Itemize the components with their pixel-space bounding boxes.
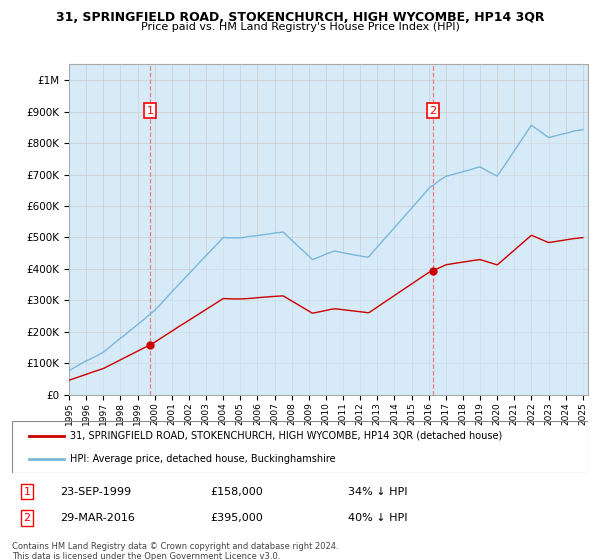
Text: Price paid vs. HM Land Registry's House Price Index (HPI): Price paid vs. HM Land Registry's House … bbox=[140, 22, 460, 32]
Text: 34% ↓ HPI: 34% ↓ HPI bbox=[348, 487, 407, 497]
Text: £395,000: £395,000 bbox=[210, 513, 263, 523]
Text: 29-MAR-2016: 29-MAR-2016 bbox=[60, 513, 135, 523]
Text: 2: 2 bbox=[430, 106, 437, 116]
Text: 1: 1 bbox=[23, 487, 31, 497]
Text: 40% ↓ HPI: 40% ↓ HPI bbox=[348, 513, 407, 523]
Text: 1: 1 bbox=[146, 106, 154, 116]
Text: 31, SPRINGFIELD ROAD, STOKENCHURCH, HIGH WYCOMBE, HP14 3QR (detached house): 31, SPRINGFIELD ROAD, STOKENCHURCH, HIGH… bbox=[70, 431, 502, 441]
Text: £158,000: £158,000 bbox=[210, 487, 263, 497]
Text: HPI: Average price, detached house, Buckinghamshire: HPI: Average price, detached house, Buck… bbox=[70, 454, 335, 464]
Text: Contains HM Land Registry data © Crown copyright and database right 2024.
This d: Contains HM Land Registry data © Crown c… bbox=[12, 542, 338, 560]
Text: 31, SPRINGFIELD ROAD, STOKENCHURCH, HIGH WYCOMBE, HP14 3QR: 31, SPRINGFIELD ROAD, STOKENCHURCH, HIGH… bbox=[56, 11, 544, 24]
Text: 2: 2 bbox=[23, 513, 31, 523]
Text: 23-SEP-1999: 23-SEP-1999 bbox=[60, 487, 131, 497]
